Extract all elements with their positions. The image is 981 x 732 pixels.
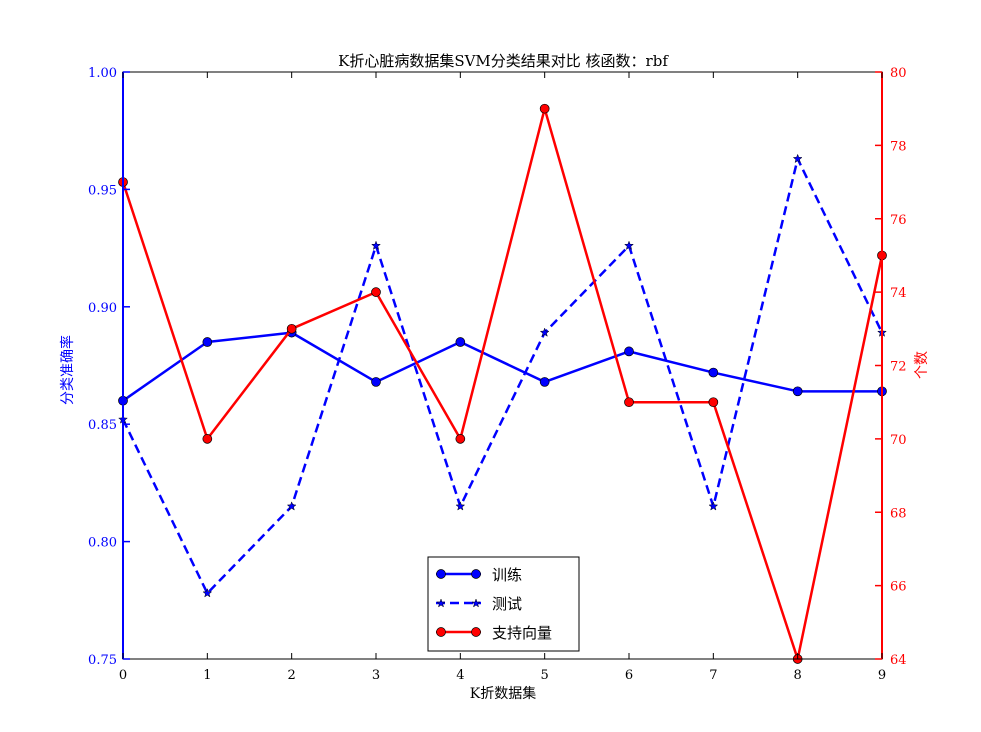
- right-tick-label: 72: [890, 360, 907, 375]
- data-point-train: [539, 377, 550, 387]
- legend-label-train: 训练: [492, 566, 522, 584]
- x-tick-label: 5: [541, 668, 549, 683]
- right-tick-label: 70: [890, 433, 907, 448]
- data-point-train: [371, 377, 381, 387]
- left-tick-label: 0.95: [88, 183, 117, 198]
- legend-marker-train-left: [436, 569, 446, 579]
- left-tick-label: 0.80: [88, 536, 117, 551]
- data-point-support-vectors: [539, 103, 550, 114]
- x-tick-label: 2: [288, 668, 296, 683]
- series-test: [118, 153, 887, 598]
- series-line-train: [122, 331, 882, 402]
- legend: 训练 测试 支持向量: [427, 556, 580, 652]
- tick-layer: 0 1 2 3 4 5 6 7 8 90.750.800.850.900.951.00646668…: [88, 66, 907, 683]
- data-point-test: [539, 327, 550, 337]
- right-tick-label: 68: [890, 506, 907, 521]
- data-point-test: [708, 501, 719, 511]
- legend-label-test: 测试: [492, 595, 522, 613]
- legend-label-sv: 支持向量: [492, 624, 552, 642]
- right-axis-label: 个数: [914, 351, 930, 379]
- right-tick-label: 76: [890, 213, 907, 228]
- x-tick-label: 4: [456, 668, 464, 683]
- data-point-support-vectors: [371, 287, 381, 297]
- data-point-test: [371, 240, 381, 250]
- data-point-test: [286, 501, 297, 511]
- x-tick-label: 8: [794, 668, 802, 683]
- right-tick-label: 64: [890, 653, 907, 668]
- legend-marker-test-right: [471, 598, 481, 608]
- series-line-test: [121, 157, 884, 595]
- data-point-test: [792, 153, 803, 164]
- data-point-train: [202, 337, 213, 347]
- series-layer: [118, 103, 887, 664]
- right-tick-label: 78: [890, 139, 907, 154]
- left-tick-label: 0.75: [88, 653, 117, 668]
- data-point-train: [792, 386, 803, 397]
- x-tick-label: 0: [119, 668, 127, 683]
- x-tick-label: 1: [203, 668, 211, 683]
- series-line-support-vectors: [121, 107, 884, 661]
- series-train: [118, 327, 887, 406]
- data-point-support-vectors: [624, 397, 634, 408]
- right-tick-label: 74: [890, 286, 907, 301]
- left-tick-label: 1.00: [88, 66, 117, 81]
- data-point-support-vectors: [708, 397, 719, 408]
- legend-marker-sv-left: [436, 627, 446, 637]
- legend-marker-sv-right: [471, 627, 481, 637]
- data-point-support-vectors: [455, 434, 466, 444]
- right-tick-label: 80: [890, 66, 907, 81]
- legend-marker-train-right: [471, 569, 481, 579]
- data-point-train: [708, 367, 719, 378]
- left-axis-label: 分类准确率: [59, 335, 76, 405]
- data-point-train: [624, 346, 634, 357]
- legend-marker-test-left: [436, 598, 446, 608]
- data-point-test: [455, 501, 466, 511]
- x-tick-label: 3: [372, 668, 380, 683]
- left-tick-label: 0.90: [88, 301, 117, 316]
- chart-title: K折心脏病数据集SVM分类结果对比 核函数：rbf: [338, 52, 669, 70]
- data-point-train: [455, 337, 466, 347]
- x-tick-label: 9: [878, 668, 886, 683]
- x-axis-label: K折数据集: [470, 685, 536, 702]
- right-tick-label: 66: [890, 580, 907, 595]
- x-tick-label: 6: [625, 668, 633, 683]
- data-point-support-vectors: [202, 434, 213, 444]
- data-point-test: [624, 240, 634, 250]
- series-support-vectors: [118, 103, 887, 664]
- data-point-test: [202, 588, 213, 598]
- left-tick-label: 0.85: [88, 418, 117, 433]
- x-tick-label: 7: [709, 668, 717, 683]
- data-point-support-vectors: [286, 323, 297, 334]
